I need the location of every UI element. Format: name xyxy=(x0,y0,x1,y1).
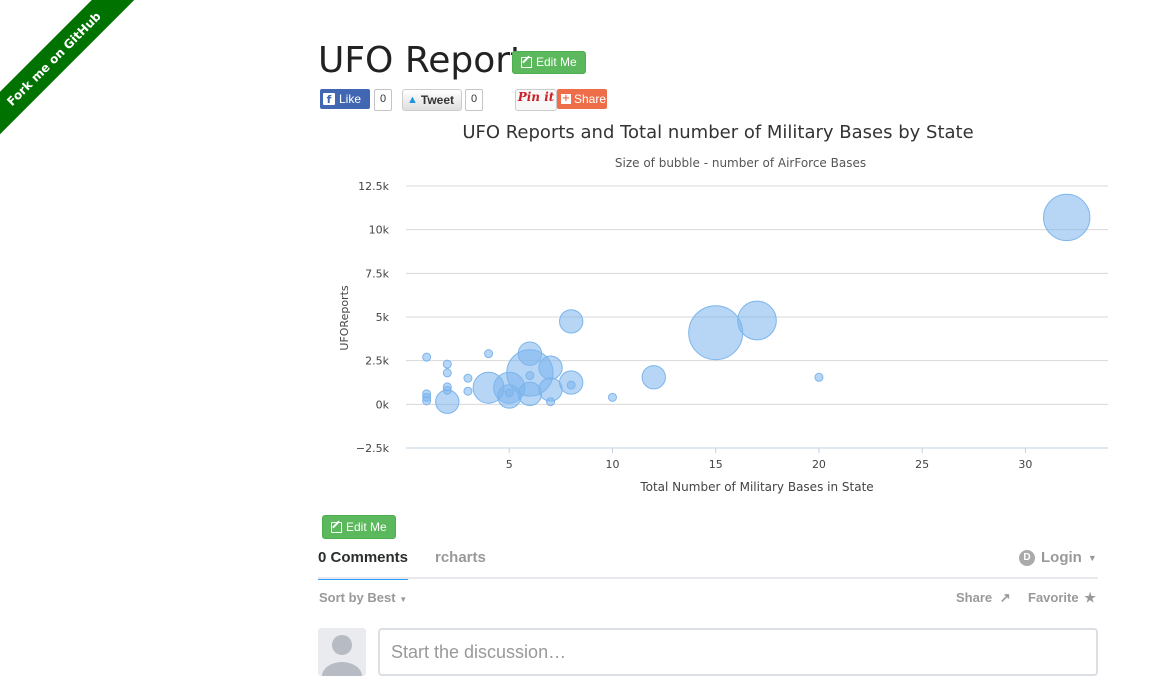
share-thread-button[interactable]: Share ↗ xyxy=(956,590,1011,606)
bubble-point[interactable] xyxy=(422,396,432,406)
avatar xyxy=(318,628,366,676)
like-count: 0 xyxy=(374,89,393,111)
tweet-count: 0 xyxy=(465,89,484,111)
bubble-point[interactable] xyxy=(688,305,744,361)
share-arrow-icon: ↗ xyxy=(999,590,1011,605)
x-tick-label: 10 xyxy=(605,458,619,471)
bubble-point[interactable] xyxy=(484,349,494,359)
edit-me-label-bottom: Edit Me xyxy=(346,519,387,534)
login-label: Login xyxy=(1041,549,1082,566)
x-axis-label: Total Number of Military Bases in State xyxy=(639,480,873,494)
bubble-chart: −2.5k 0k 2.5k 5k 7.5k 10k 12.5k 5 10 15 20 25 30 To… xyxy=(338,180,1108,494)
x-tick-label: 20 xyxy=(812,458,826,471)
y-tick-label: 5k xyxy=(376,311,390,324)
twitter-bird-icon: ▲ xyxy=(407,94,418,106)
y-axis-ticks: −2.5k 0k 2.5k 5k 7.5k 10k 12.5k xyxy=(356,180,390,455)
share-label: Share xyxy=(574,92,607,106)
edit-me-button-bottom[interactable]: Edit Me xyxy=(322,515,396,539)
caret-down-icon: ▼ xyxy=(1087,552,1097,563)
bubble-point[interactable] xyxy=(422,352,432,362)
y-tick-label: 10k xyxy=(369,224,390,237)
edit-icon xyxy=(521,57,532,68)
chart-title: UFO Reports and Total number of Military… xyxy=(462,122,974,143)
bubble-point[interactable] xyxy=(566,380,576,390)
facebook-like-button[interactable]: f Like xyxy=(320,89,370,109)
sort-dropdown[interactable]: Sort by Best ▼ xyxy=(319,590,407,605)
login-dropdown[interactable]: D Login ▼ xyxy=(1019,549,1097,566)
plus-icon: + xyxy=(561,93,571,104)
facebook-icon: f xyxy=(323,93,335,106)
bubble-series xyxy=(422,193,1091,414)
tweet-label: Tweet xyxy=(420,93,455,107)
star-icon: ★ xyxy=(1084,590,1096,605)
user-silhouette-icon xyxy=(322,635,362,676)
x-axis-ticks: 5 10 15 20 25 30 xyxy=(506,448,1032,471)
bubble-point[interactable] xyxy=(442,368,452,378)
bubble-point[interactable] xyxy=(525,371,535,381)
y-tick-label: −2.5k xyxy=(356,442,390,455)
x-tick-label: 15 xyxy=(709,458,723,471)
share-thread-label: Share xyxy=(956,590,993,605)
tweet-button[interactable]: ▲ Tweet xyxy=(402,89,462,111)
pinterest-pin-button[interactable]: Pin it xyxy=(515,89,557,111)
bubble-point[interactable] xyxy=(1043,193,1091,242)
y-tick-label: 12.5k xyxy=(358,180,389,193)
favorite-button[interactable]: Favorite ★ xyxy=(1028,590,1096,606)
chart-subtitle: Size of bubble - number of AirForce Base… xyxy=(614,156,867,170)
bubble-point[interactable] xyxy=(538,355,563,380)
y-tick-label: 2.5k xyxy=(365,355,389,368)
edit-me-button-top[interactable]: Edit Me xyxy=(512,51,586,74)
edit-icon xyxy=(331,521,342,533)
bubble-point[interactable] xyxy=(517,381,543,407)
bubble-point[interactable] xyxy=(504,388,514,398)
fork-me-github-ribbon[interactable]: Fork me on GitHub xyxy=(0,0,134,139)
tabs-divider xyxy=(318,577,1098,579)
sort-label: Sort by Best xyxy=(319,590,396,605)
y-axis-label: UFOReports xyxy=(338,285,351,351)
bubble-point[interactable] xyxy=(463,373,473,383)
disqus-icon: D xyxy=(1019,549,1035,566)
y-tick-label: 7.5k xyxy=(365,267,389,280)
addthis-share-button[interactable]: + Share xyxy=(557,89,607,109)
bubble-point[interactable] xyxy=(442,359,452,369)
bubble-point[interactable] xyxy=(463,386,473,396)
like-label: Like xyxy=(339,92,362,106)
caret-down-icon: ▼ xyxy=(399,595,408,604)
comment-input[interactable] xyxy=(378,628,1098,676)
x-tick-label: 30 xyxy=(1018,458,1032,471)
bubble-point[interactable] xyxy=(517,341,543,366)
bubble-point[interactable] xyxy=(641,365,666,390)
y-tick-label: 0k xyxy=(376,398,390,411)
favorite-label: Favorite xyxy=(1028,590,1079,605)
bubble-point[interactable] xyxy=(814,372,824,382)
edit-me-label: Edit Me xyxy=(536,55,577,69)
bubble-point[interactable] xyxy=(737,300,777,341)
bubble-point[interactable] xyxy=(607,392,617,402)
tab-comments[interactable]: 0 Comments xyxy=(318,549,409,580)
bubble-point[interactable] xyxy=(546,397,556,407)
page-title: UFO Reports xyxy=(318,40,543,81)
x-tick-label: 5 xyxy=(506,458,513,471)
github-ribbon-container: Fork me on GitHub xyxy=(0,0,150,150)
bubble-point[interactable] xyxy=(559,309,584,334)
x-tick-label: 25 xyxy=(915,458,929,471)
bubble-point[interactable] xyxy=(442,385,452,395)
tab-rcharts[interactable]: rcharts xyxy=(435,549,486,566)
